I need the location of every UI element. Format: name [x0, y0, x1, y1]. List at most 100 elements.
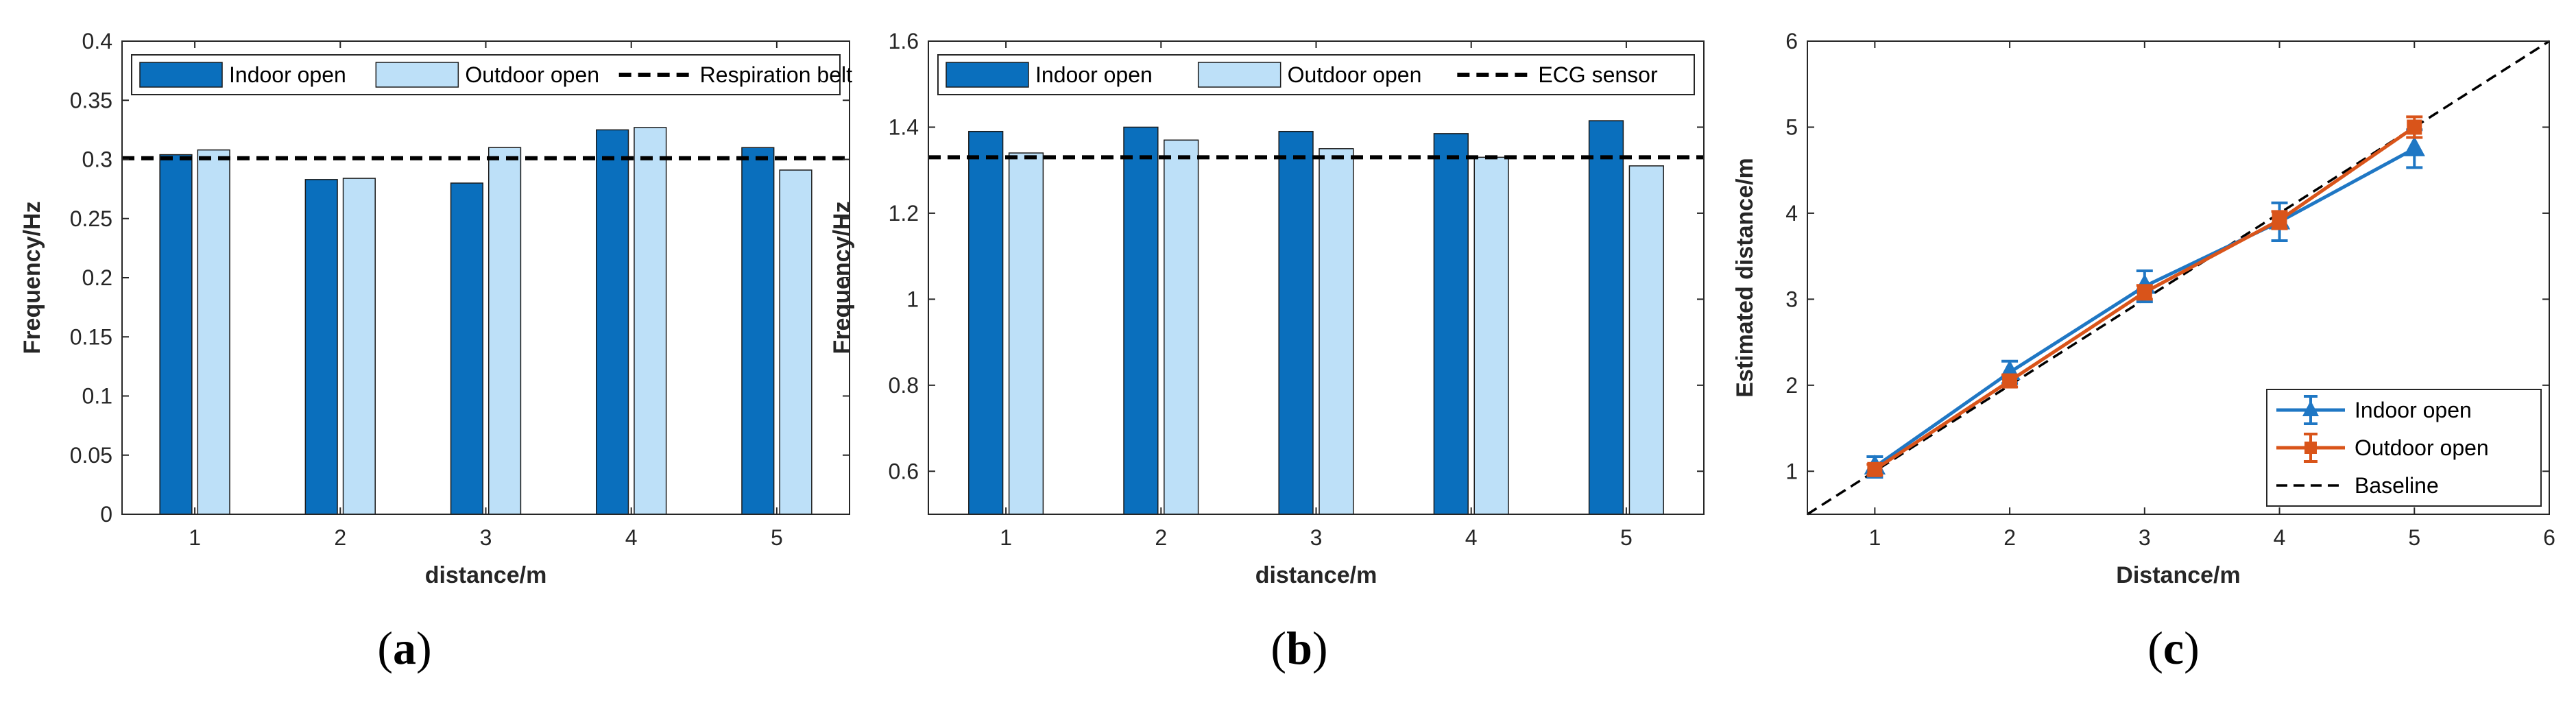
- x-tick-label: 3: [480, 525, 492, 550]
- x-tick-label: 4: [1465, 525, 1478, 550]
- y-axis-label: Estimated distance/m: [1732, 158, 1758, 398]
- x-tick-label: 6: [2543, 525, 2555, 550]
- axes-box-2: [1807, 40, 2550, 515]
- legend-label-reference: ECG sensor: [1538, 62, 1658, 87]
- bar-chart-a: 1 2 3 4 5 0 0.05 0.1 0.15 0.2 0.25 0.3 0.35 0.4 distan…: [19, 29, 852, 674]
- bar-outdoor-5: [779, 169, 812, 515]
- y-tick-label: 4: [1785, 201, 1798, 226]
- legend: Indoor open Outdoor open Respiration belt: [131, 54, 852, 95]
- bar-outdoor-4: [1473, 156, 1509, 515]
- bar-indoor-2: [1123, 126, 1159, 515]
- panel-label-close: ): [1312, 622, 1328, 674]
- y-tick-label: 0.3: [82, 147, 112, 172]
- line-chart-c: 1 2 3 4 5 6 1 2 3 4 5 6 Distance/m Estimated distance…: [1732, 29, 2555, 674]
- x-tick-label: 2: [2003, 525, 2016, 550]
- legend-label-indoor: Indoor open: [2355, 398, 2472, 422]
- point-marker-outdoor: [2136, 285, 2152, 300]
- bar-indoor-2: [304, 179, 338, 515]
- legend-label-reference: Respiration belt: [700, 62, 852, 87]
- y-tick-label: 0.6: [889, 459, 919, 483]
- bar-indoor-4: [596, 129, 629, 515]
- legend-marker-indoor: [2302, 400, 2319, 416]
- bar-outdoor-1: [1008, 152, 1044, 515]
- x-tick-label: 1: [1868, 525, 1881, 550]
- bar-outdoor-3: [1319, 148, 1354, 515]
- panel-label-close: ): [416, 622, 432, 674]
- legend-label-baseline: Baseline: [2355, 473, 2439, 498]
- x-tick-label: 5: [1620, 525, 1633, 550]
- bar-outdoor-2: [342, 178, 376, 515]
- x-tick-label: 3: [1310, 525, 1323, 550]
- bar-indoor-4: [1433, 133, 1469, 515]
- x-tick-label: 4: [2274, 525, 2286, 550]
- y-tick-label: 5: [1785, 115, 1798, 139]
- bar-indoor-5: [1588, 120, 1624, 515]
- y-tick-label: 0.4: [82, 29, 112, 53]
- legend-swatch-indoor: [139, 62, 223, 88]
- panel-label-letter: b: [1286, 622, 1312, 674]
- x-axis-label: distance/m: [425, 562, 547, 588]
- bar-indoor-3: [1278, 130, 1314, 515]
- panel-label-open: (: [377, 622, 393, 674]
- legend-label-outdoor: Outdoor open: [465, 62, 599, 87]
- baseline-line: [1807, 40, 2550, 516]
- legend-label-outdoor: Outdoor open: [2355, 435, 2489, 460]
- legend-label-indoor: Indoor open: [229, 62, 346, 87]
- x-tick-label: 1: [189, 525, 201, 550]
- bar-outdoor-4: [634, 127, 667, 515]
- legend-label-outdoor: Outdoor open: [1288, 62, 1422, 87]
- y-axis-label: Frequency/Hz: [829, 202, 855, 354]
- x-tick-label: 3: [2139, 525, 2151, 550]
- panel-label-2: (c): [2147, 622, 2200, 674]
- x-tick-label: 4: [625, 525, 638, 550]
- y-tick-label: 0.05: [70, 443, 112, 468]
- y-tick-label: 3: [1785, 287, 1798, 311]
- x-axis-label: distance/m: [1255, 562, 1377, 588]
- x-tick-label: 2: [334, 525, 346, 550]
- point-marker-indoor: [2403, 136, 2425, 156]
- y-tick-label: 0: [100, 502, 112, 527]
- y-tick-label: 0.35: [70, 88, 112, 112]
- panel-label-open: (: [1271, 622, 1286, 674]
- legend-swatch-outdoor: [375, 62, 459, 88]
- panel-label-open: (: [2147, 622, 2163, 674]
- y-tick-label: 1.4: [889, 115, 919, 139]
- point-marker-outdoor: [1867, 461, 1883, 477]
- legend-label-indoor: Indoor open: [1035, 62, 1153, 87]
- legend-box: [131, 54, 841, 95]
- bar-outdoor-5: [1628, 165, 1664, 515]
- legend-swatch-outdoor: [1197, 62, 1281, 88]
- y-tick-label: 1: [1785, 459, 1798, 483]
- bar-outdoor-1: [197, 149, 230, 515]
- legend: Indoor open Outdoor open ECG sensor: [937, 54, 1695, 95]
- panel-label-0: (a): [377, 622, 431, 674]
- panel-label-letter: c: [2163, 622, 2184, 674]
- y-tick-label: 1.6: [889, 29, 919, 53]
- legend: Indoor open Outdoor open Baseline: [2266, 389, 2542, 507]
- x-tick-label: 5: [771, 525, 783, 550]
- bar-indoor-5: [741, 147, 775, 515]
- bar-indoor-1: [159, 154, 193, 515]
- legend-marker-outdoor: [2304, 442, 2317, 454]
- y-tick-label: 0.25: [70, 206, 112, 231]
- bar-outdoor-2: [1164, 139, 1199, 515]
- y-tick-label: 0.2: [82, 265, 112, 290]
- bar-indoor-3: [450, 182, 484, 515]
- point-marker-outdoor: [2272, 212, 2287, 228]
- y-tick-label: 0.15: [70, 324, 112, 349]
- axes-box-1: [928, 40, 1705, 515]
- x-tick-label: 5: [2408, 525, 2420, 550]
- axes-box-0: [121, 40, 850, 515]
- y-tick-label: 6: [1785, 29, 1798, 53]
- bar-outdoor-3: [487, 147, 522, 515]
- point-marker-outdoor: [2407, 119, 2422, 135]
- legend-swatch-indoor: [946, 62, 1029, 88]
- panel-label-1: (b): [1271, 622, 1327, 674]
- x-tick-label: 2: [1155, 525, 1167, 550]
- point-marker-outdoor: [2002, 373, 2018, 389]
- y-axis-label: Frequency/Hz: [19, 202, 45, 354]
- panel-label-close: ): [2184, 622, 2200, 674]
- bar-chart-b: 1 2 3 4 5 0.6 0.8 1 1.2 1.4 1.6 distance/m Frequency…: [829, 29, 1705, 674]
- y-tick-label: 1.2: [889, 201, 919, 226]
